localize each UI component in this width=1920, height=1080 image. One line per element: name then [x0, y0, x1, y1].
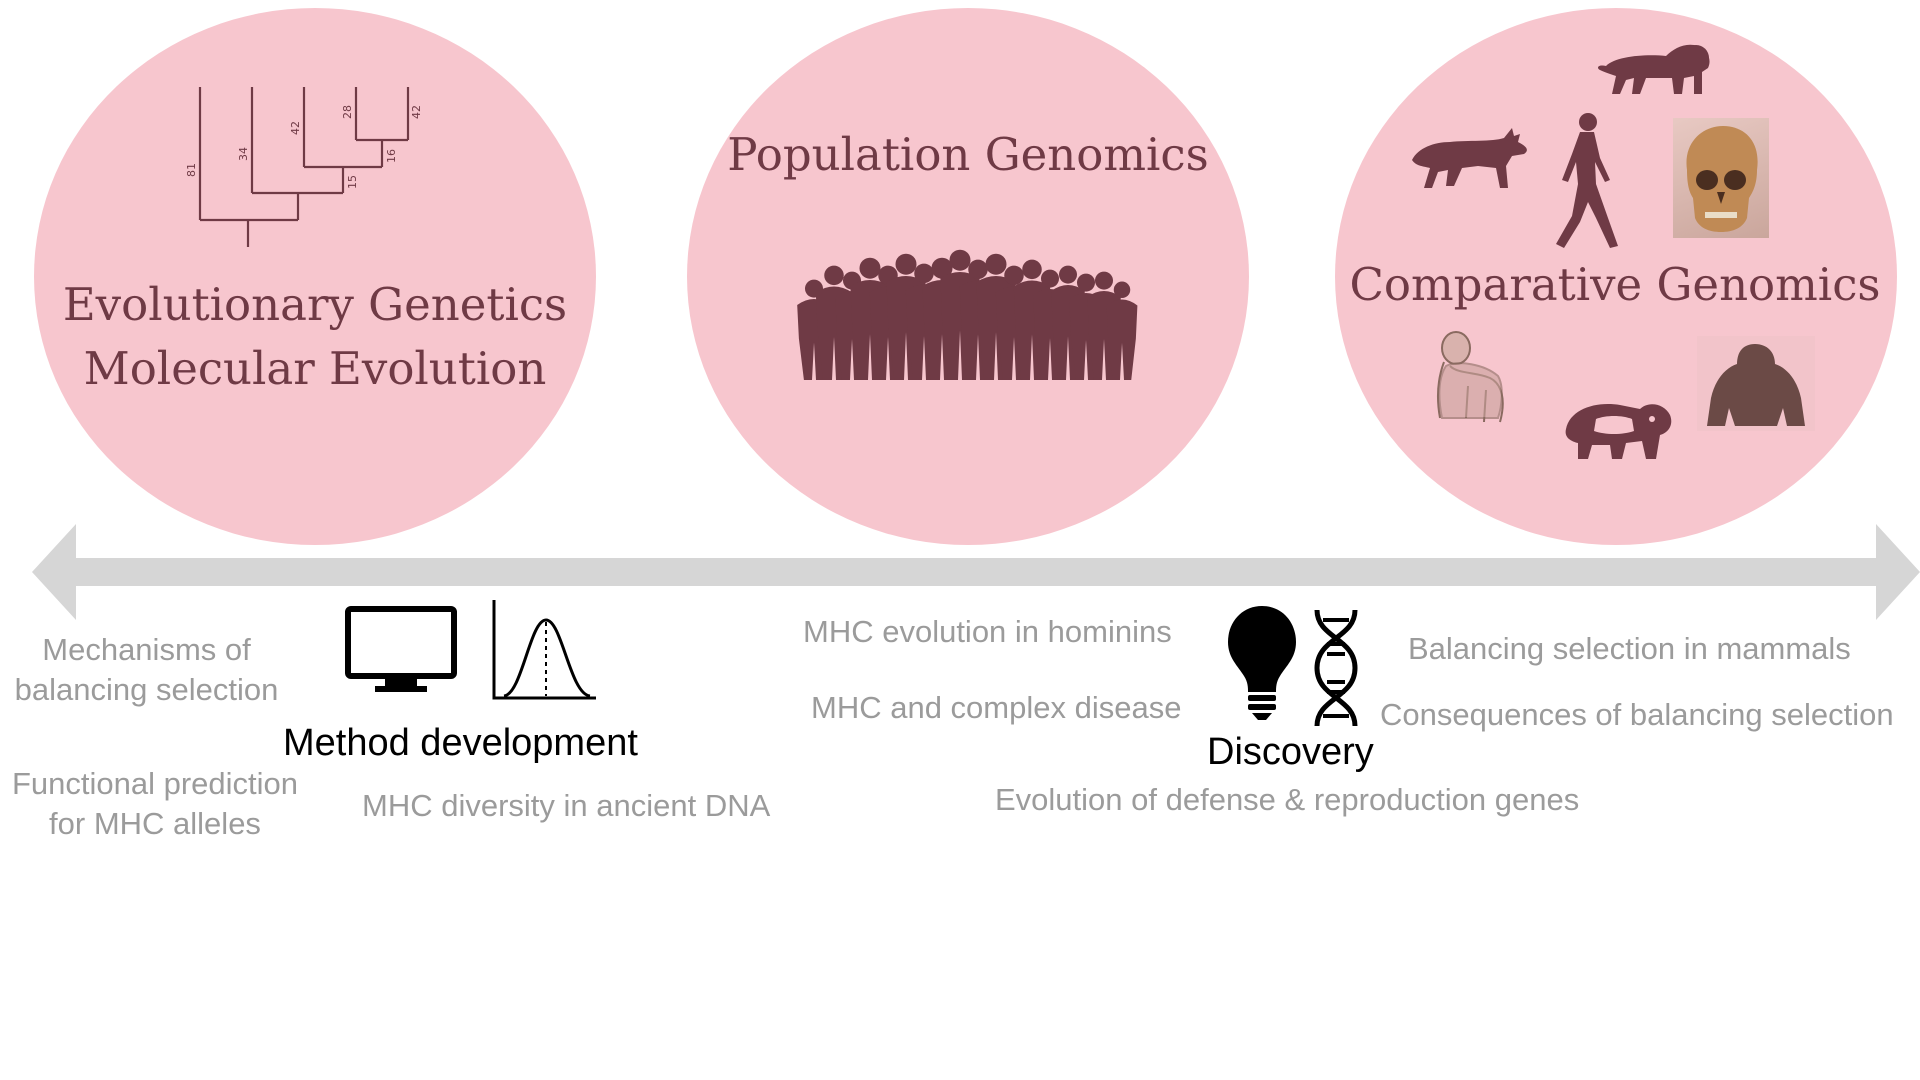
topic-balancing-mammals: Balancing selection in mammals [1408, 631, 1851, 666]
topic-mhc-disease: MHC and complex disease [811, 690, 1182, 725]
molecular-evolution-title: Molecular Evolution [83, 342, 547, 395]
topic-mhc-hominins: MHC evolution in hominins [803, 614, 1172, 649]
chimpanzee-icon [1436, 331, 1504, 423]
topic-defense-reproduction: Evolution of defense & reproduction gene… [995, 782, 1580, 817]
topic-mechanisms: Mechanisms of balancing selection [14, 632, 279, 707]
method-development-label: Method development [283, 722, 638, 764]
tree-label-15: 15 [346, 175, 359, 189]
wolf-icon [1412, 128, 1527, 188]
population-genomics-title: Population Genomics [727, 128, 1209, 181]
discovery-label: Discovery [1207, 731, 1374, 773]
lion-icon [1598, 44, 1710, 94]
bell-curve-icon [492, 600, 596, 700]
topic-consequences: Consequences of balancing selection [1380, 697, 1894, 732]
panda-icon [1565, 404, 1672, 459]
phylogenetic-tree-icon: 81 34 42 28 42 15 16 [185, 87, 423, 247]
gorilla-icon [1697, 336, 1815, 431]
timeline-arrow [32, 524, 1920, 620]
walking-human-icon [1556, 113, 1618, 248]
tree-label-28: 28 [341, 105, 354, 119]
crowd-silhouette-icon [797, 249, 1138, 380]
topic-functional-prediction: Functional prediction for MHC alleles [11, 766, 299, 841]
tree-label-42b: 42 [410, 105, 423, 119]
tree-label-42a: 42 [289, 121, 302, 135]
tree-label-34: 34 [237, 147, 250, 161]
topic-ancient-dna: MHC diversity in ancient DNA [362, 788, 771, 823]
dna-icon [1314, 609, 1358, 727]
skull-icon [1673, 118, 1769, 238]
monitor-icon [345, 606, 457, 692]
tree-label-81: 81 [185, 163, 198, 177]
evolutionary-genetics-title: Evolutionary Genetics [62, 278, 568, 331]
comparative-genomics-title: Comparative Genomics [1349, 258, 1881, 311]
tree-label-16: 16 [385, 149, 398, 163]
lightbulb-icon [1228, 606, 1296, 720]
evolutionary-genetics-circle [34, 8, 596, 545]
